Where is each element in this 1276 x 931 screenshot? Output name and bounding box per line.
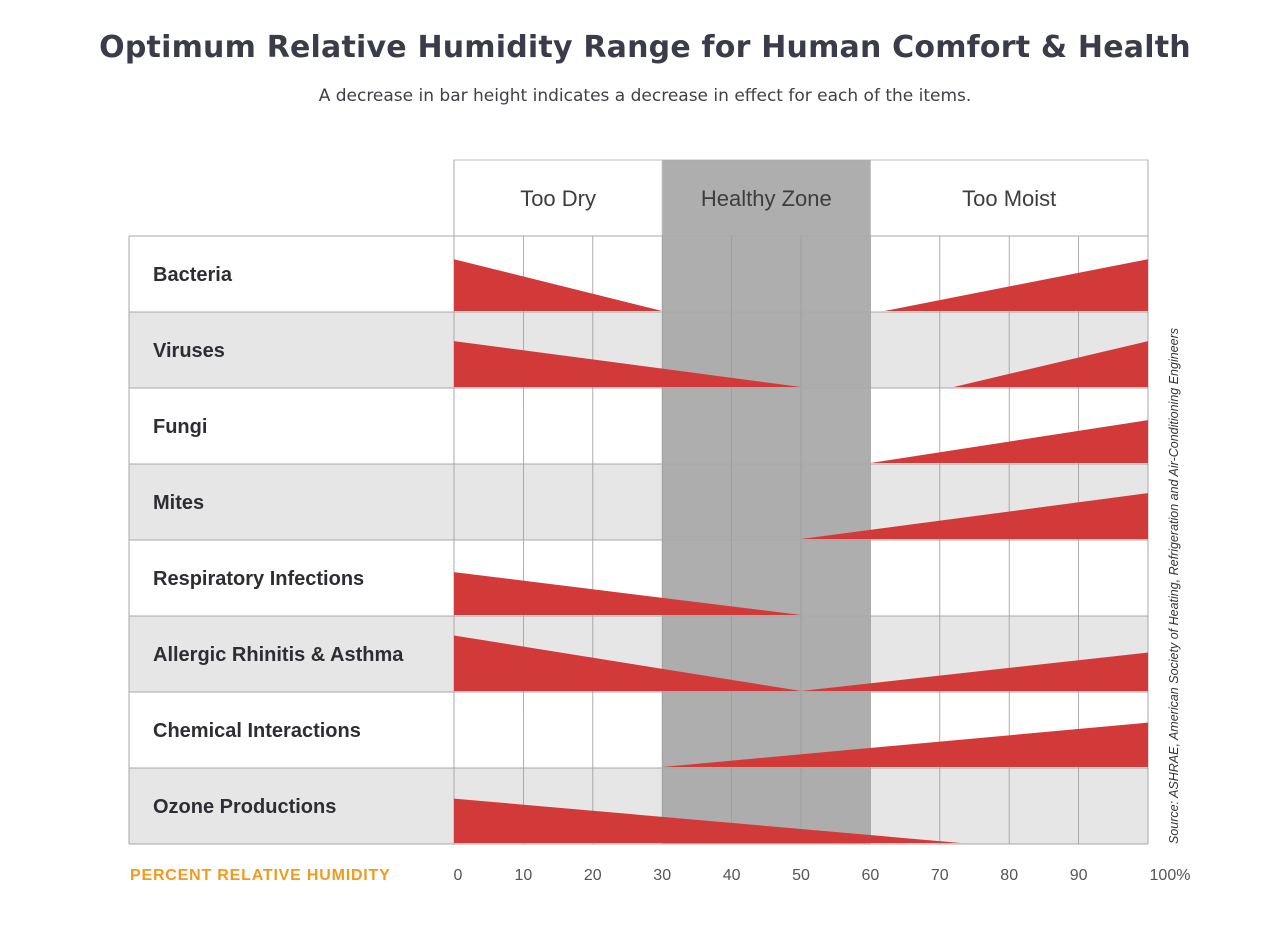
x-tick-label-20: 20 bbox=[584, 867, 602, 884]
bar-bacteria-too-dry bbox=[454, 259, 663, 311]
bar-bacteria-too-moist bbox=[884, 259, 1148, 311]
x-tick-label-10: 10 bbox=[515, 867, 533, 884]
category-label-mites: Mites bbox=[153, 492, 204, 514]
x-axis-title: PERCENT RELATIVE HUMIDITY bbox=[130, 867, 391, 884]
x-tick-label-100: 100% bbox=[1150, 867, 1191, 884]
category-label-bacteria: Bacteria bbox=[153, 264, 233, 286]
x-tick-label-60: 60 bbox=[862, 867, 880, 884]
zone-label-healthy-zone: Healthy Zone bbox=[701, 186, 832, 211]
bar-fungi-too-moist bbox=[870, 420, 1148, 463]
bar-ozone-productions-too-dry bbox=[454, 798, 961, 843]
bar-mites-too-moist bbox=[801, 493, 1148, 539]
source-note: Source: ASHRAE, American Society of Heat… bbox=[1167, 327, 1181, 845]
bar-respiratory-infections-too-dry bbox=[454, 572, 801, 615]
x-tick-label-40: 40 bbox=[723, 867, 741, 884]
bar-allergic-rhinitis-and-asthma-too-moist bbox=[801, 652, 1148, 691]
bar-allergic-rhinitis-and-asthma-too-dry bbox=[454, 635, 801, 691]
x-tick-label-70: 70 bbox=[931, 867, 949, 884]
x-tick-label-0: 0 bbox=[454, 867, 463, 884]
x-tick-label-30: 30 bbox=[653, 867, 671, 884]
chart-title: Optimum Relative Humidity Range for Huma… bbox=[99, 30, 1191, 65]
category-label-chemical-interactions: Chemical Interactions bbox=[153, 720, 361, 742]
x-tick-label-90: 90 bbox=[1070, 867, 1088, 884]
bar-chemical-interactions-too-moist bbox=[662, 722, 1148, 767]
bar-viruses-too-moist bbox=[953, 341, 1148, 387]
x-tick-label-50: 50 bbox=[792, 867, 810, 884]
category-label-fungi: Fungi bbox=[153, 416, 207, 438]
chart-subtitle: A decrease in bar height indicates a dec… bbox=[318, 86, 972, 106]
x-tick-label-80: 80 bbox=[1000, 867, 1018, 884]
category-label-ozone-productions: Ozone Productions bbox=[153, 796, 336, 818]
bar-viruses-too-dry bbox=[454, 341, 801, 387]
healthy-zone-band bbox=[662, 160, 871, 844]
zone-label-too-moist: Too Moist bbox=[962, 186, 1056, 211]
category-label-viruses: Viruses bbox=[153, 340, 225, 362]
category-label-respiratory-infections: Respiratory Infections bbox=[153, 568, 364, 590]
category-label-allergic-rhinitis-and-asthma: Allergic Rhinitis & Asthma bbox=[153, 644, 404, 666]
zone-label-too-dry: Too Dry bbox=[520, 186, 596, 211]
